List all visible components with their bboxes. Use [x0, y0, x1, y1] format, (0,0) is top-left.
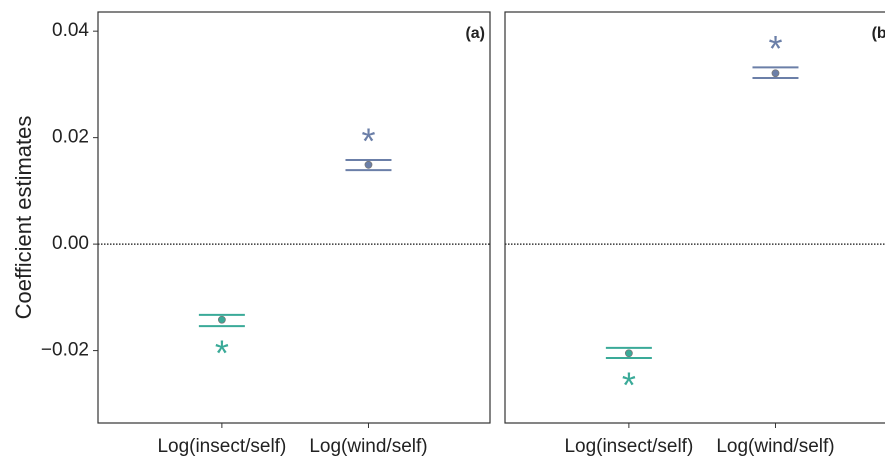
- panel-border: [504, 11, 885, 424]
- panel-label: (a): [465, 25, 485, 42]
- y-tick-label: 0.04: [52, 20, 89, 41]
- point: [217, 315, 226, 324]
- x-tick-label: Log(wind/self): [309, 436, 427, 457]
- significance: *: [622, 365, 636, 406]
- y-tick-label: 0.00: [52, 233, 89, 254]
- significance: *: [215, 333, 229, 374]
- y-tick-label: −0.02: [41, 340, 89, 361]
- y-tick-label: 0.02: [52, 127, 89, 148]
- point: [771, 69, 780, 78]
- point: [364, 160, 373, 169]
- significance: *: [768, 28, 782, 69]
- x-tick-label: Log(wind/self): [716, 436, 834, 457]
- y-axis-label: Coefficient estimates: [11, 116, 36, 320]
- x-tick-label: Log(insect/self): [157, 436, 286, 457]
- point: [624, 349, 633, 358]
- panel-border: [97, 11, 491, 424]
- x-tick-label: Log(insect/self): [564, 436, 693, 457]
- significance: *: [361, 121, 375, 162]
- panel-label: (b): [872, 25, 885, 42]
